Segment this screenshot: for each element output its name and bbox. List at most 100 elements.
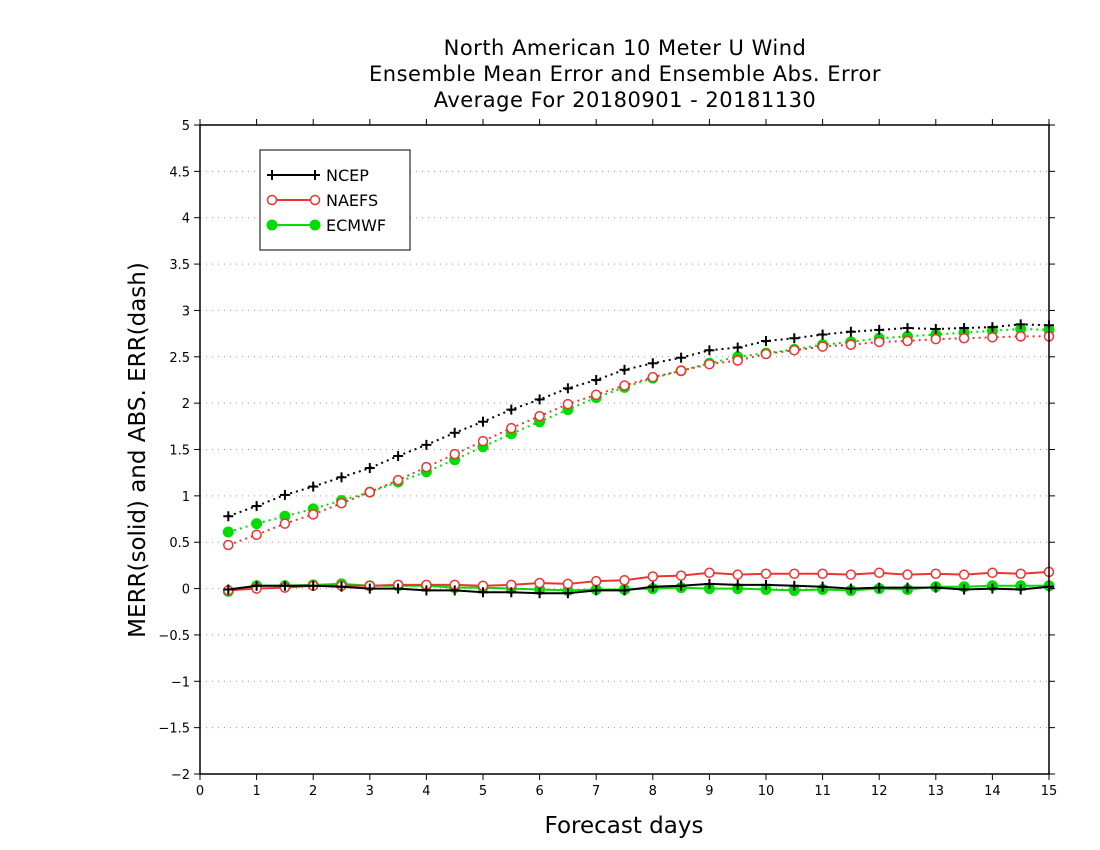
y-tick-label: 2 bbox=[182, 397, 190, 412]
naefs-mean-error-point bbox=[534, 577, 545, 589]
ncep-mean-error-point bbox=[789, 580, 800, 591]
naefs-mean-error-point bbox=[789, 568, 800, 579]
legend-marker bbox=[266, 194, 278, 206]
naefs-mean-error-point bbox=[902, 569, 913, 580]
naefs-abs-error-point bbox=[562, 398, 574, 410]
ncep-mean-error-point bbox=[647, 581, 658, 592]
ncep-abs-error-point bbox=[591, 374, 602, 385]
series-layer bbox=[222, 319, 1055, 599]
naefs-abs-error-point bbox=[251, 529, 262, 541]
naefs-abs-error-point bbox=[1015, 331, 1026, 342]
legend-item-ecmwf: ECMWF bbox=[266, 216, 386, 235]
ncep-abs-error-point bbox=[619, 364, 630, 375]
x-tick-label: 8 bbox=[649, 784, 657, 799]
y-tick-label: 0.5 bbox=[169, 536, 190, 551]
ncep-abs-error-point bbox=[704, 345, 715, 356]
chart-title-line-1: North American 10 Meter U Wind bbox=[443, 36, 807, 60]
ncep-mean-error-point bbox=[449, 585, 460, 596]
ncep-mean-error-point bbox=[279, 580, 290, 591]
naefs-abs-error-point bbox=[506, 422, 517, 434]
ncep-mean-error-point bbox=[308, 580, 319, 591]
ncep-mean-error-point bbox=[506, 587, 517, 598]
ncep-mean-error-point bbox=[562, 588, 573, 599]
ncep-abs-error-point bbox=[732, 342, 743, 353]
ncep-abs-error-line bbox=[227, 323, 1050, 518]
naefs-abs-error-point bbox=[307, 509, 319, 520]
naefs-abs-error-point bbox=[789, 345, 800, 356]
y-tick-label: 1 bbox=[182, 490, 190, 505]
ncep-mean-error-point bbox=[393, 583, 404, 594]
ncep-abs-error-point bbox=[676, 352, 687, 363]
naefs-abs-error-point bbox=[279, 518, 291, 529]
y-tick-label: 4 bbox=[182, 212, 190, 227]
naefs-abs-error-point bbox=[873, 336, 885, 348]
ncep-mean-error-point bbox=[619, 585, 630, 596]
naefs-abs-error-point bbox=[760, 348, 772, 360]
chart-title-line-3: Average For 20180901 - 20181130 bbox=[433, 88, 817, 112]
y-tick-label: −1 bbox=[171, 675, 190, 690]
ncep-abs-error-point bbox=[845, 326, 856, 337]
x-axis-label: Forecast days bbox=[545, 813, 704, 839]
ncep-abs-error-point bbox=[421, 439, 432, 450]
ncep-mean-error-point bbox=[874, 582, 885, 593]
naefs-abs-error-point bbox=[732, 355, 743, 366]
ncep-abs-error-point bbox=[647, 358, 658, 369]
ncep-mean-error-point bbox=[1015, 584, 1026, 595]
ncep-abs-error-point bbox=[336, 472, 347, 483]
x-tick-label: 9 bbox=[705, 784, 713, 799]
y-tick-label: 3.5 bbox=[169, 258, 190, 273]
ncep-abs-error-point bbox=[817, 329, 828, 340]
ncep-abs-error-point bbox=[506, 404, 517, 415]
ncep-abs-error-point bbox=[364, 463, 375, 474]
x-tick-label: 12 bbox=[871, 784, 888, 799]
ncep-abs-error-point bbox=[534, 394, 545, 405]
x-tick-label: 11 bbox=[814, 784, 831, 799]
legend-marker bbox=[309, 219, 321, 231]
ncep-abs-error-point bbox=[987, 322, 998, 333]
ncep-abs-error-point bbox=[761, 336, 771, 347]
naefs-mean-error-point bbox=[987, 567, 998, 579]
ncep-abs-error-point bbox=[789, 333, 800, 344]
naefs-abs-error-point bbox=[364, 486, 376, 498]
ncep-abs-error-point bbox=[279, 489, 290, 500]
ncep-mean-error-point bbox=[364, 583, 375, 594]
x-tick-label: 1 bbox=[252, 784, 260, 799]
series-ncep bbox=[223, 319, 1054, 599]
x-tick-label: 3 bbox=[366, 784, 374, 799]
naefs-abs-error-point bbox=[477, 435, 489, 447]
naefs-abs-error-point bbox=[534, 410, 545, 422]
naefs-abs-error-point bbox=[704, 358, 715, 370]
legend: NCEP NAEFS ECMWF bbox=[259, 149, 411, 251]
ncep-mean-error-point bbox=[223, 584, 234, 595]
naefs-abs-error-point bbox=[930, 333, 942, 345]
axes: −2−1.5−1−0.500.511.522.533.544.550 1 2 3 4 5 6… bbox=[158, 119, 1057, 799]
ecmwf-abs-error-point bbox=[222, 526, 234, 538]
ncep-mean-error-point bbox=[902, 582, 913, 593]
x-tick-label: 7 bbox=[592, 784, 600, 799]
naefs-abs-error-point bbox=[987, 332, 998, 343]
series-ecmwf bbox=[222, 323, 1055, 597]
y-tick-label: 4.5 bbox=[169, 165, 190, 180]
ncep-mean-error-point bbox=[251, 580, 262, 591]
naefs-mean-error-point bbox=[704, 567, 715, 579]
naefs-abs-error-point bbox=[421, 461, 432, 473]
x-tick-label: 15 bbox=[1041, 784, 1058, 799]
naefs-mean-error-point bbox=[873, 567, 885, 579]
legend-label: ECMWF bbox=[326, 216, 386, 235]
ncep-abs-error-point bbox=[902, 323, 913, 334]
naefs-mean-error-point bbox=[1015, 568, 1026, 579]
legend-marker bbox=[267, 170, 277, 180]
ncep-abs-error-point bbox=[308, 481, 319, 492]
y-tick-label: 2.5 bbox=[169, 351, 190, 366]
naefs-abs-error-line bbox=[227, 335, 1049, 546]
ncep-mean-error-point bbox=[930, 582, 941, 593]
legend-marker bbox=[310, 170, 320, 180]
series-naefs bbox=[223, 331, 1055, 596]
naefs-abs-error-point bbox=[223, 539, 234, 551]
naefs-mean-error-point bbox=[817, 568, 828, 579]
x-tick-label: 13 bbox=[928, 784, 945, 799]
ncep-abs-error-point bbox=[393, 450, 404, 461]
ncep-abs-error-point bbox=[959, 323, 970, 334]
ncep-abs-error-point bbox=[478, 416, 488, 427]
ncep-mean-error-point bbox=[421, 585, 432, 596]
